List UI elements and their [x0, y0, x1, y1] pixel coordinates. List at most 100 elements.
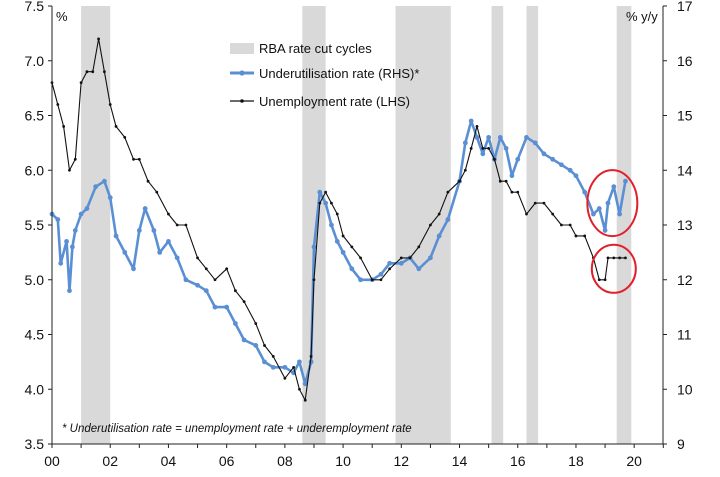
x-tick-label-6: 12: [394, 453, 410, 469]
right-tick-label-3: 12: [677, 272, 693, 288]
rate-cut-band-5: [616, 6, 632, 444]
x-tick-label-5: 10: [335, 453, 351, 469]
rate-cut-band-4: [526, 6, 539, 444]
series-0-point-9: [93, 184, 99, 190]
series-1-point-7: [91, 70, 95, 74]
series-0-point-43: [358, 277, 363, 283]
series-0-point-74: [602, 228, 608, 233]
series-0-point-7: [78, 211, 84, 217]
series-1-point-14: [137, 157, 141, 161]
rate-cut-band-2: [395, 6, 451, 444]
x-tick-label-8: 16: [510, 453, 526, 469]
series-1-point-24: [233, 289, 237, 293]
tick-labels: 3.5 4.0 4.5 5.0 5.5 6.0 6.5 7.0 7.5 9 10 11 12 13 14 15…: [25, 0, 693, 469]
right-tick-label-1: 10: [677, 381, 693, 397]
series-0-point-66: [541, 151, 547, 157]
series-1-point-12: [123, 136, 127, 139]
series-0-point-1: [55, 217, 61, 222]
series-0-point-42: [349, 266, 355, 272]
series-0-point-2: [58, 260, 64, 266]
left-tick-label-8: 7.5: [25, 0, 45, 14]
highlight-circle-unemployment: [590, 243, 637, 294]
series-0-point-55: [468, 118, 474, 124]
series-0-point-10: [101, 178, 107, 184]
highlight-circles: [586, 169, 639, 294]
series-1-point-52: [463, 168, 467, 172]
series-1-point-56: [487, 146, 491, 150]
series-0-point-40: [334, 239, 340, 244]
x-tick-label-7: 14: [452, 453, 468, 469]
series-0-point-75: [605, 200, 611, 206]
series-1-point-75: [618, 256, 622, 260]
series-1-point-50: [446, 190, 450, 194]
series-1-point-36: [324, 190, 328, 194]
left-tick-label-0: 3.5: [25, 436, 45, 452]
series-1-point-69: [583, 234, 587, 238]
series-1-point-4: [73, 157, 77, 161]
series-1-point-18: [175, 223, 179, 227]
x-tick-label-2: 04: [161, 453, 177, 469]
legend-underutilisation-label: Underutilisation rate (RHS)*: [259, 66, 419, 81]
series-0-point-13: [122, 249, 128, 255]
series-0-point-5: [69, 244, 75, 250]
right-tick-label-2: 11: [677, 327, 692, 343]
series-0-point-8: [84, 206, 90, 211]
series-1-point-38: [335, 212, 339, 216]
series-0-point-26: [232, 321, 238, 326]
series-0-point-3: [64, 239, 69, 244]
series-1-point-8: [97, 37, 100, 41]
series-1-point-45: [399, 256, 403, 260]
series-0-point-76: [611, 184, 617, 190]
series-1-point-46: [408, 256, 412, 260]
series-0-point-65: [532, 140, 538, 146]
right-tick-label-4: 13: [677, 217, 693, 233]
left-axis-unit: %: [56, 9, 68, 24]
series-1-point-20: [196, 256, 199, 260]
series-1-point-27: [263, 344, 266, 347]
series-lines: [49, 37, 628, 402]
series-0-point-20: [174, 255, 180, 261]
right-tick-label-6: 15: [677, 108, 693, 124]
series-1-point-9: [102, 70, 106, 74]
series-1-point-59: [504, 179, 508, 183]
series-1-point-15: [146, 179, 150, 183]
legend-unemployment-label: Unemployment rate (LHS): [259, 94, 410, 109]
series-0-point-47: [398, 260, 404, 266]
series-1-point-53: [469, 146, 473, 150]
series-1-point-48: [429, 223, 432, 227]
x-tick-label-0: 00: [44, 453, 60, 469]
series-0-point-16: [142, 206, 148, 211]
series-line-1: [51, 38, 626, 401]
series-0-point-56: [474, 135, 480, 140]
series-0-point-54: [462, 140, 468, 146]
series-0-point-52: [445, 217, 451, 222]
series-0-point-38: [323, 200, 329, 206]
series-0-point-60: [497, 135, 503, 140]
series-1-point-39: [341, 234, 345, 238]
series-1-point-74: [612, 256, 616, 260]
series-1-point-17: [167, 212, 170, 216]
series-0-point-67: [550, 156, 556, 162]
series-1-point-63: [533, 201, 537, 205]
series-0-point-58: [486, 135, 492, 140]
series-1-point-47: [417, 245, 421, 249]
series-0-point-61: [503, 145, 509, 151]
series-1-point-54: [475, 125, 479, 128]
series-0-point-11: [107, 195, 113, 201]
series-0-point-31: [282, 364, 288, 370]
left-tick-label-6: 6.5: [25, 108, 45, 124]
series-0-point-70: [573, 173, 579, 179]
series-0-point-45: [378, 271, 384, 277]
series-1-point-30: [292, 365, 296, 369]
series-1-point-22: [213, 278, 217, 282]
x-tick-label-3: 06: [219, 453, 235, 469]
series-1-point-31: [298, 387, 301, 391]
series-0-point-37: [317, 189, 323, 195]
series-1-point-29: [283, 376, 287, 380]
series-0-point-36: [311, 244, 317, 250]
series-0-point-14: [131, 266, 136, 272]
legend-underutilisation-marker: [239, 70, 245, 76]
series-0-point-30: [270, 364, 276, 370]
series-1-point-25: [242, 300, 246, 304]
series-1-point-68: [574, 234, 578, 238]
